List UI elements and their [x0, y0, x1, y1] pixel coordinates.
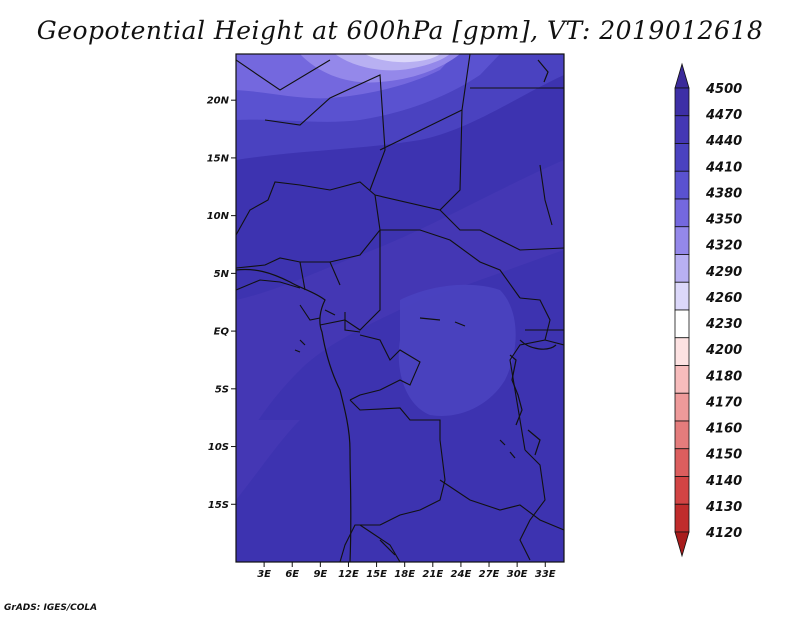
y-tick-label: 5N — [214, 269, 230, 280]
colorbar-label: 4170 — [705, 395, 742, 410]
country-borders — [236, 54, 564, 562]
x-tick-label: 6E — [285, 569, 299, 580]
colorbar-swatch — [674, 448, 690, 477]
colorbar-swatch — [674, 337, 690, 366]
height-field — [236, 54, 564, 562]
colorbar-label: 4350 — [705, 213, 742, 228]
colorbar-label: 4150 — [705, 448, 742, 463]
colorbar-label: 4320 — [705, 239, 742, 254]
colorbar-swatch — [674, 503, 690, 533]
colorbar-swatch — [674, 115, 690, 144]
colorbar-label: 4160 — [705, 422, 742, 437]
map-title: Geopotential Height at 600hPa [gpm], VT:… — [36, 16, 764, 45]
x-tick-label: 18E — [394, 569, 415, 580]
colorbar-label: 4230 — [705, 317, 742, 332]
colorbar-label: 4410 — [705, 160, 742, 175]
colorbar-swatch — [674, 170, 690, 200]
colorbar-label: 4440 — [705, 134, 742, 149]
x-tick-label: 27E — [479, 569, 500, 580]
colorbar-label: 4500 — [705, 82, 742, 97]
x-tick-label: 12E — [338, 569, 359, 580]
colorbar-label: 4200 — [705, 343, 742, 358]
coastlines — [236, 59, 557, 562]
map-frame — [235, 53, 565, 563]
x-tick-label: 21E — [422, 569, 443, 580]
colorbar-label: 4130 — [705, 500, 742, 515]
x-tick-label: 30E — [507, 569, 528, 580]
y-tick-label: 10N — [207, 211, 230, 222]
colorbar-swatch — [674, 420, 690, 450]
x-tick-label: 3E — [257, 569, 271, 580]
colorbar-swatch — [674, 365, 690, 394]
colorbar-label: 4260 — [705, 291, 742, 306]
colorbar-label: 4180 — [705, 369, 742, 384]
colorbar-swatch — [674, 143, 690, 172]
colorbar-swatch — [674, 198, 690, 228]
colorbar: 4500 4470 4440 4410 4380 4350 4320 4290 4260 4230… — [674, 62, 742, 558]
y-tick-label: 15N — [207, 153, 230, 164]
colorbar-swatch — [674, 226, 690, 255]
colorbar-label: 4140 — [705, 474, 742, 489]
y-tick-label: 5S — [215, 384, 229, 395]
colorbar-swatch — [674, 254, 690, 283]
colorbar-label: 4380 — [705, 186, 742, 201]
colorbar-swatch — [674, 392, 690, 422]
y-tick-label: 15S — [208, 500, 229, 511]
colorbar-swatch — [674, 476, 690, 505]
x-axis-ticks: 3E 6E 9E 12E 15E 18E 21E 24E 27E 30E 33E — [257, 562, 556, 580]
y-axis-ticks: 20N 15N 10N 5N EQ 5S 10S 15S — [207, 96, 236, 511]
colorbar-label: 4470 — [705, 108, 742, 123]
y-tick-label: EQ — [214, 327, 230, 338]
x-tick-label: 24E — [451, 569, 472, 580]
credit-text: GrADS: IGES/COLA — [4, 603, 98, 613]
y-tick-label: 20N — [207, 96, 230, 107]
y-tick-label: 10S — [208, 442, 229, 453]
colorbar-swatch — [674, 309, 690, 339]
colorbar-label: 4120 — [705, 526, 742, 541]
x-tick-label: 9E — [313, 569, 327, 580]
x-tick-label: 15E — [366, 569, 387, 580]
colorbar-swatch — [674, 87, 690, 117]
colorbar-swatch — [674, 281, 690, 311]
colorbar-label: 4290 — [705, 265, 742, 280]
colorbar-swatch — [674, 62, 690, 89]
colorbar-swatch — [674, 531, 690, 558]
x-tick-label: 33E — [535, 569, 556, 580]
